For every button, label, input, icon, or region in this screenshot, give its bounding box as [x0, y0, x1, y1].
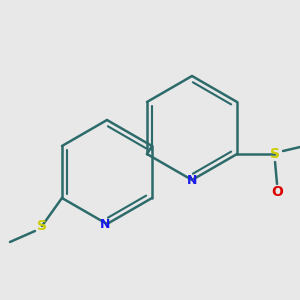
Text: S: S — [37, 219, 47, 233]
Text: N: N — [100, 218, 110, 230]
Text: S: S — [270, 147, 280, 161]
Text: N: N — [187, 173, 197, 187]
Text: O: O — [271, 185, 283, 199]
